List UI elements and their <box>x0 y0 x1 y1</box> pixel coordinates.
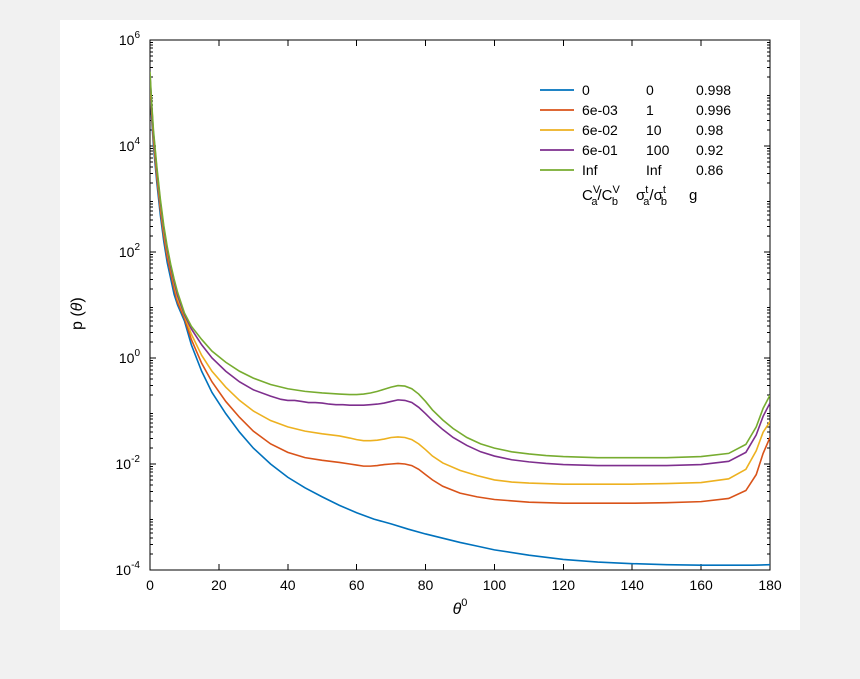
x-tick-label: 0 <box>146 577 154 593</box>
y-tick-label: 106 <box>119 30 141 48</box>
chart-svg: 02040608010012014016018010-410-210010210… <box>60 20 800 630</box>
legend-c1: 6e-03 <box>582 102 618 118</box>
legend-c3: 0.998 <box>696 82 731 98</box>
series-s3 <box>150 74 770 465</box>
legend-c3: 0.92 <box>696 142 723 158</box>
x-tick-label: 160 <box>689 577 713 593</box>
y-tick-label: 100 <box>119 348 141 366</box>
y-tick-label: 10-2 <box>116 454 141 472</box>
x-tick-label: 100 <box>483 577 507 593</box>
x-tick-label: 20 <box>211 577 227 593</box>
legend-c1: 6e-01 <box>582 142 618 158</box>
series-s1 <box>150 82 770 503</box>
series-s2 <box>150 77 770 484</box>
legend-c1: 6e-02 <box>582 122 618 138</box>
legend-c1: Inf <box>582 162 598 178</box>
legend-c2: 1 <box>646 102 654 118</box>
legend-header: CVa/CVbσta/σtbg <box>582 184 697 208</box>
plot-area <box>150 40 770 570</box>
legend-c1: 0 <box>582 82 590 98</box>
y-tick-label: 10-4 <box>116 560 141 578</box>
y-tick-label: 102 <box>119 242 141 260</box>
legend-c2: 0 <box>646 82 654 98</box>
series-s4 <box>150 72 770 458</box>
x-tick-label: 80 <box>418 577 434 593</box>
legend-c3: 0.86 <box>696 162 723 178</box>
x-tick-label: 140 <box>621 577 645 593</box>
x-tick-label: 40 <box>280 577 296 593</box>
y-tick-label: 104 <box>119 136 141 154</box>
legend-c3: 0.996 <box>696 102 731 118</box>
chart-container: 02040608010012014016018010-410-210010210… <box>60 20 800 630</box>
legend-c2: Inf <box>646 162 662 178</box>
x-axis-label: θ0 <box>453 597 468 618</box>
x-tick-label: 60 <box>349 577 365 593</box>
y-axis-label: p (θ) <box>69 297 86 330</box>
legend-c2: 100 <box>646 142 670 158</box>
x-tick-label: 180 <box>758 577 782 593</box>
x-tick-label: 120 <box>552 577 576 593</box>
legend-c2: 10 <box>646 122 662 138</box>
legend-c3: 0.98 <box>696 122 723 138</box>
